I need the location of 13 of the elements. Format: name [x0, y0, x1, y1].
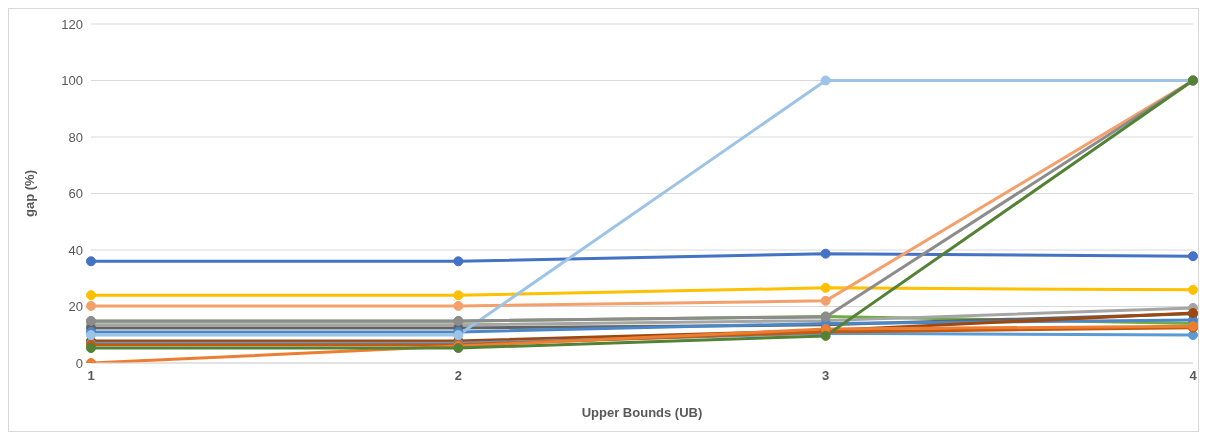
y-tick-label: 40 — [68, 242, 83, 258]
x-axis-title: Upper Bounds (UB) — [581, 405, 703, 420]
y-axis-title: gap (%) — [21, 170, 37, 217]
y-tick-label: 60 — [68, 186, 83, 202]
x-tick-label: 3 — [822, 368, 830, 384]
y-tick-label: 20 — [68, 299, 83, 315]
x-tick-label: 4 — [1189, 368, 1198, 384]
y-tick-label: 120 — [61, 16, 83, 32]
y-tick-label: 100 — [61, 73, 83, 89]
x-tick-label: 1 — [87, 368, 95, 384]
y-tick-label: 0 — [75, 355, 83, 371]
x-tick-label: 2 — [454, 368, 462, 384]
y-tick-label: 80 — [68, 129, 83, 145]
